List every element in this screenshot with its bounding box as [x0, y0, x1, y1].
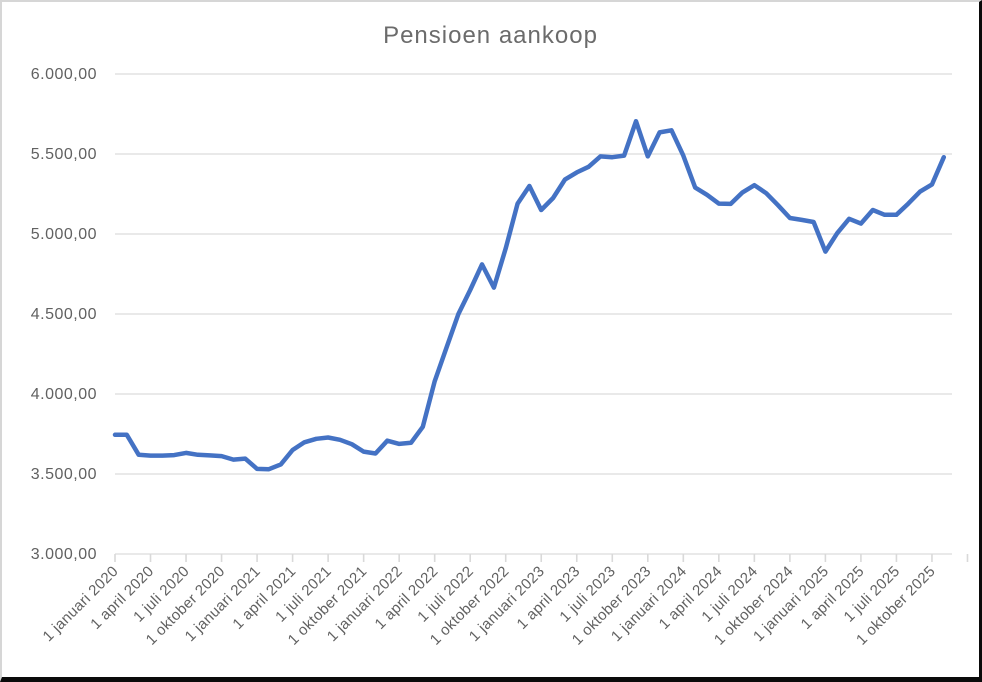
y-axis-label: 3.500,00 [31, 466, 97, 483]
y-axis-label: 4.000,00 [31, 386, 97, 403]
axis-ticks [114, 554, 969, 562]
y-axis-labels: 6.000,00 5.500,00 5.000,00 4.500,00 4.000,00… [31, 66, 97, 563]
y-axis-label: 6.000,00 [31, 66, 97, 83]
chart-title: Pensioen aankoop [383, 22, 598, 49]
y-axis-label: 3.000,00 [31, 546, 97, 563]
pension-series-line [112, 118, 947, 472]
y-axis-label: 5.500,00 [31, 146, 97, 163]
y-axis-label: 5.000,00 [31, 226, 97, 243]
y-axis-label: 4.500,00 [31, 306, 97, 323]
gridlines [115, 73, 952, 555]
